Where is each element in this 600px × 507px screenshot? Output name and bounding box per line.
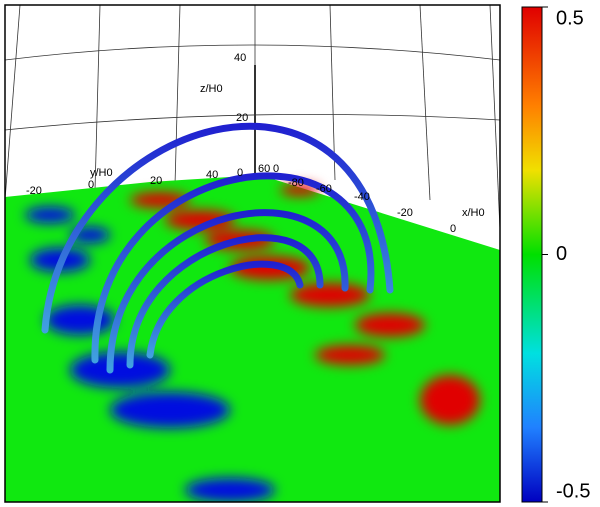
x-axis-label: x/H0 [462,207,485,219]
y-tick-label: 20 [150,175,162,187]
z-tick-label: 20 [236,112,248,124]
field-lines [41,122,394,374]
z-tick-label: 40 [234,52,246,64]
x-tick-label: -20 [397,207,413,219]
field-blobs [25,184,480,502]
colorbar-tick-label: 0 [556,243,567,265]
scene [5,5,500,502]
x-tick-label: -80 [288,177,304,189]
colorbar [521,6,543,503]
y-tick-label: 0 [88,179,94,191]
colorbar-tick-label: -0.5 [556,480,590,502]
x-tick-label: -60 [316,183,332,195]
y-tick-label: 60 [258,163,270,175]
colorbar-tick-label: 0.5 [556,7,584,29]
y-tick-label: 0 [237,167,243,179]
grid [5,5,500,231]
x-tick-label: 0 [273,163,279,175]
frame [4,4,501,503]
y-axis-label: y/H0 [90,167,113,179]
y-tick-label: -20 [26,185,42,197]
x-tick-label: -40 [354,191,370,203]
x-tick-label: 0 [450,223,456,235]
z-axis-label: z/H0 [200,83,223,95]
y-tick-label: 40 [206,169,218,181]
